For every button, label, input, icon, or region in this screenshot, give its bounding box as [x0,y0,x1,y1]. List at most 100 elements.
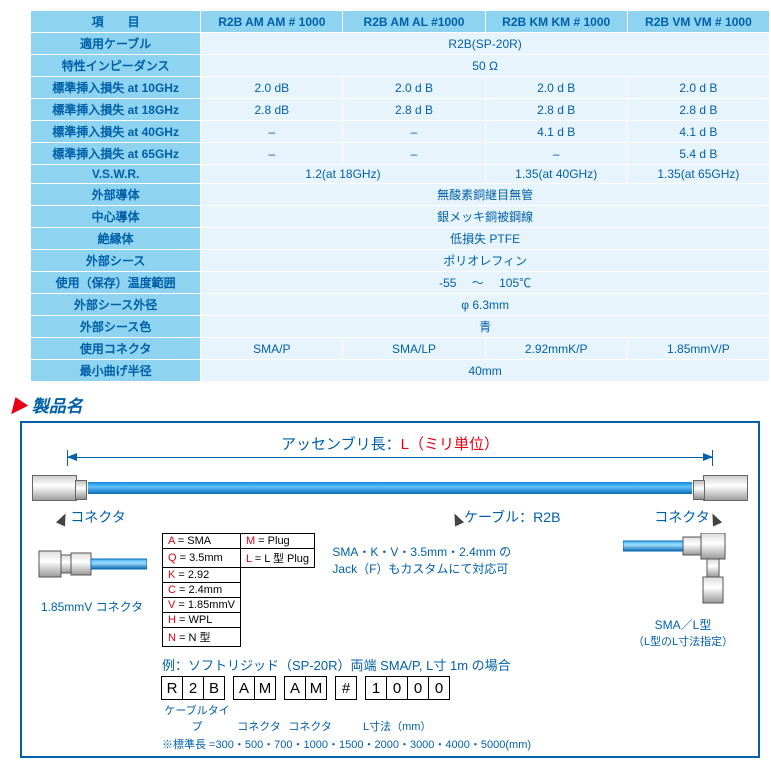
row-cell: – [343,121,485,143]
row-cell: – [201,143,343,165]
code-cell: V = 1.85mmV [163,598,241,613]
cable-icon [88,482,692,494]
left-connector-illustration: 1.85mmV コネクタ [32,533,152,615]
row-label: 絶縁体 [31,228,201,250]
code-cell: H = WPL [163,613,241,628]
pn-char: 1 [365,676,387,700]
col-item: 項 目 [31,11,201,33]
col-0: R2B AM AM # 1000 [201,11,343,33]
left-conn-caption: 1.85mmV コネクタ [32,598,152,615]
code-cell: Q = 3.5mm [163,549,241,568]
row-cell: 1.85mmV/P [627,338,769,360]
row-cell: 4.1 d B [627,121,769,143]
pn-char: 0 [386,676,408,700]
example-label: 例：ソフトリジッド（SP-20R）両端 SMA/P, L寸 1m の場合 [162,658,511,673]
row-cell: 2.8 dB [201,99,343,121]
arrow-up-icon [450,511,464,526]
section-title: ▶ 製品名 [10,392,761,417]
row-label: 標準挿入損失 at 65GHz [31,143,201,165]
row-cell: 2.0 dB [201,77,343,99]
row-value: 銀メッキ銅被鋼線 [201,206,770,228]
row-cell: 2.0 d B [485,77,627,99]
right-conn-sub: （L型のL寸法指定） [618,633,748,649]
row-cell: 1.2(at 18GHz) [201,165,485,184]
connector-code-table: A = SMAM = PlugQ = 3.5mmL = L 型 PlugK = … [162,533,315,647]
right-conn-caption: SMA／L型 [618,616,748,633]
row-label: 中心導体 [31,206,201,228]
code-cell: L = L 型 Plug [240,549,314,568]
row-label: 使用コネクタ [31,338,201,360]
cable-label-value: R2B [533,509,560,525]
cable-label-prefix: ケーブル： [464,509,533,525]
row-cell: 1.35(at 65GHz) [627,165,769,184]
row-value: 低損失 PTFE [201,228,770,250]
assembly-length-dim: アッセンブリ長：L（ミリ単位） [32,433,748,473]
row-label: 標準挿入損失 at 40GHz [31,121,201,143]
code-cell: N = N 型 [163,628,241,647]
cable-assembly-graphic [32,473,748,503]
assembly-highlight: L（ミリ単位） [401,436,499,453]
row-value: -55 ～ 105℃ [201,272,770,294]
row-value: 50 Ω [201,55,770,77]
row-label: 使用（保存）温度範囲 [31,272,201,294]
row-value: 無酸素銅継目無管 [201,184,770,206]
pn-char: A [284,676,306,700]
row-cell: – [485,143,627,165]
row-label: 外部シース [31,250,201,272]
row-cell: 2.0 d B [343,77,485,99]
assembly-prefix: アッセンブリ長： [281,436,401,453]
col-3: R2B VM VM # 1000 [627,11,769,33]
row-cell: – [343,143,485,165]
pn-char: B [203,676,225,700]
row-cell: 2.8 d B [627,99,769,121]
part-number-boxes: R2BAMAM#1000 [162,676,450,700]
row-value: ポリオレフィン [201,250,770,272]
row-label: 外部シース色 [31,316,201,338]
right-connector-illustration: SMA／L型 （L型のL寸法指定） [618,533,748,649]
arrow-up-icon [56,511,70,526]
section-title-text: 製品名 [32,397,83,416]
note-line2: Jack（F）もカスタムにて対応可 [332,560,511,577]
standard-length-note: ※標準長 =300・500・700・1000・1500・2000・3000・40… [162,736,608,752]
custom-note: SMA・K・V・3.5mm・2.4mm の Jack（F）もカスタムにて対応可 [332,543,511,577]
row-label: 標準挿入損失 at 18GHz [31,99,201,121]
code-cell: M = Plug [240,534,314,549]
connector-right-icon [703,475,748,501]
pn-char: M [254,676,276,700]
row-cell: 1.35(at 40GHz) [485,165,627,184]
row-label: 適用ケーブル [31,33,201,55]
note-line1: SMA・K・V・3.5mm・2.4mm の [332,543,511,560]
col-2: R2B KM KM # 1000 [485,11,627,33]
pn-char: 0 [428,676,450,700]
row-cell: 4.1 d B [485,121,627,143]
code-cell: K = 2.92 [163,568,241,583]
row-value: 40mm [201,360,770,382]
pn-char: M [305,676,327,700]
row-cell: SMA/LP [343,338,485,360]
connector-label-right: コネクタ [654,509,709,525]
row-cell: 2.8 d B [485,99,627,121]
pn-char: R [161,676,183,700]
row-cell: 2.8 d B [343,99,485,121]
row-cell: 2.0 d B [627,77,769,99]
row-cell: SMA/P [201,338,343,360]
pn-char: 2 [182,676,204,700]
code-cell: A = SMA [163,534,241,549]
example-line: 例：ソフトリジッド（SP-20R）両端 SMA/P, L寸 1m の場合 [162,655,608,674]
row-label: 標準挿入損失 at 10GHz [31,77,201,99]
row-label: 特性インピーダンス [31,55,201,77]
row-label: 外部導体 [31,184,201,206]
product-name-diagram: アッセンブリ長：L（ミリ単位） コネクタ ケーブル：R2B コネクタ [20,421,760,758]
row-cell: 2.92mmK/P [485,338,627,360]
row-value: φ 6.3mm [201,294,770,316]
row-label: 外部シース外径 [31,294,201,316]
pn-char: # [335,676,357,700]
part-number-under-labels: ケーブルタイプ コネクタ コネクタ L寸法（mm） [162,702,608,734]
marker-icon: ▶ [10,397,27,416]
row-label: 最小曲げ半径 [31,360,201,382]
spec-table: 項 目 R2B AM AM # 1000 R2B AM AL #1000 R2B… [30,10,770,382]
pn-char: 0 [407,676,429,700]
row-label: V.S.W.R. [31,165,201,184]
col-1: R2B AM AL #1000 [343,11,485,33]
row-value: R2B(SP-20R) [201,33,770,55]
